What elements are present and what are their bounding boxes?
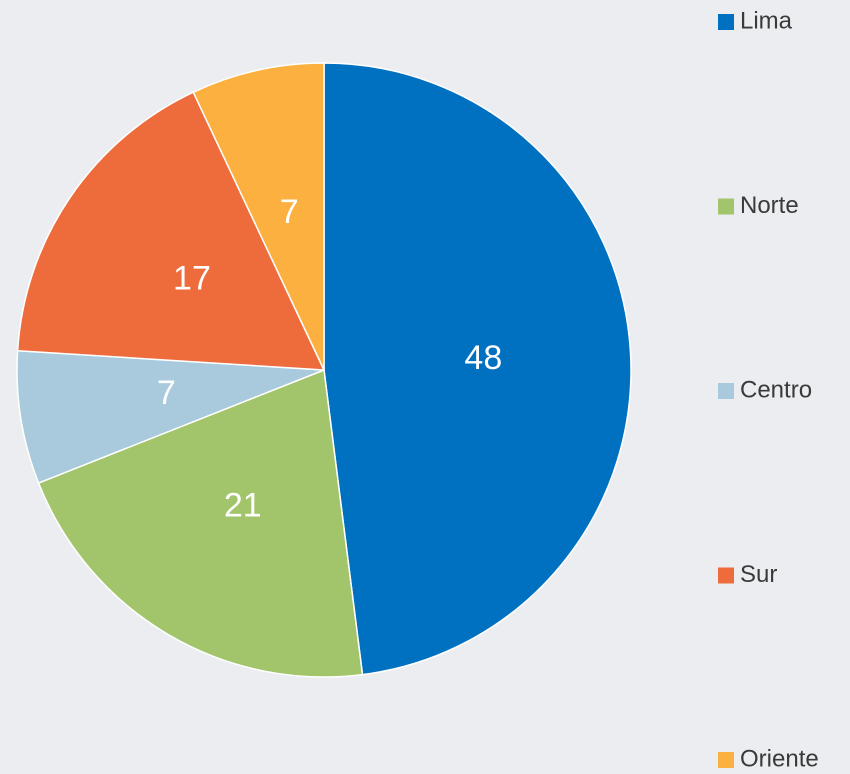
- legend-label: Norte: [740, 192, 799, 219]
- legend-label: Sur: [740, 561, 777, 588]
- pie-slice: [37, 368, 364, 678]
- legend-swatch: [718, 752, 734, 768]
- data-label: 17: [173, 259, 211, 297]
- legend-swatch: [718, 383, 734, 399]
- data-label: 21: [224, 486, 262, 524]
- data-label: 48: [464, 339, 502, 377]
- legend-swatch: [718, 14, 734, 30]
- legend-swatch: [718, 198, 734, 215]
- pie-slice: [323, 62, 632, 676]
- legend-swatch: [718, 567, 734, 584]
- pie-slice: [16, 349, 325, 484]
- legend-label: Oriente: [740, 745, 819, 772]
- pie-slice: [16, 91, 326, 371]
- pie-slice: [192, 62, 325, 371]
- data-label: 7: [157, 374, 176, 412]
- legend-label: Lima: [740, 7, 793, 34]
- data-label: 7: [280, 193, 299, 231]
- legend-label: Centro: [740, 376, 812, 403]
